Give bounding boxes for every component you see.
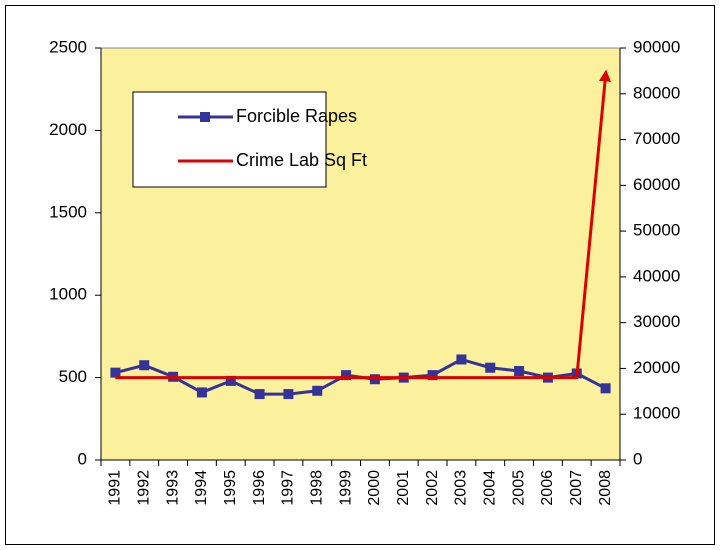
legend-label: Forcible Rapes [236,106,357,126]
y2-tick-label: 40000 [633,266,680,285]
y2-tick-label: 20000 [633,358,680,377]
y2-tick-label: 30000 [633,312,680,331]
y2-tick-label: 90000 [633,37,680,56]
x-tick-label: 1992 [135,470,152,506]
series-marker [514,366,525,377]
series-marker [485,362,496,373]
y-tick-label: 1000 [49,285,87,304]
y2-tick-label: 70000 [633,129,680,148]
y2-tick-label: 10000 [633,404,680,423]
series-line [115,69,611,380]
x-tick-label: 1996 [251,470,268,506]
legend-label: Crime Lab Sq Ft [236,150,367,170]
x-tick-label: 1997 [280,470,297,506]
y2-tick-label: 80000 [633,83,680,102]
x-tick-label: 2008 [597,470,614,506]
series-marker [369,374,380,385]
series-marker [139,360,150,371]
series-marker [225,375,236,386]
x-tick-label: 2003 [453,470,470,506]
series-marker [110,367,121,378]
x-tick-label: 1999 [337,470,354,506]
x-tick-label: 2001 [395,470,412,506]
x-tick-label: 2002 [424,470,441,506]
x-tick-label: 1991 [107,470,124,506]
series-marker [427,370,438,381]
x-tick-label: 1994 [193,470,210,506]
x-tick-label: 1995 [222,470,239,506]
x-tick-label: 2007 [568,470,585,506]
y2-tick-label: 0 [633,449,642,468]
x-tick-label: 2005 [510,470,527,506]
x-tick-label: 2006 [539,470,556,506]
x-tick-label: 2000 [366,470,383,506]
series-marker [196,387,207,398]
series-marker [283,389,294,400]
y-tick-label: 1500 [49,202,87,221]
series-marker [600,383,611,394]
y-tick-label: 2500 [49,37,87,56]
series-marker [254,389,265,400]
y-tick-label: 500 [59,367,87,386]
x-tick-label: 1998 [308,470,325,506]
y-tick-label: 2000 [49,120,87,139]
series-marker [456,354,467,365]
x-tick-label: 2004 [481,470,498,506]
y2-tick-label: 60000 [633,175,680,194]
series-marker [341,370,352,381]
legend-marker [200,112,210,122]
x-tick-label: 1993 [164,470,181,506]
y2-tick-label: 50000 [633,221,680,240]
y-tick-label: 0 [78,449,87,468]
legend-box [132,91,327,188]
series-marker [312,385,323,396]
